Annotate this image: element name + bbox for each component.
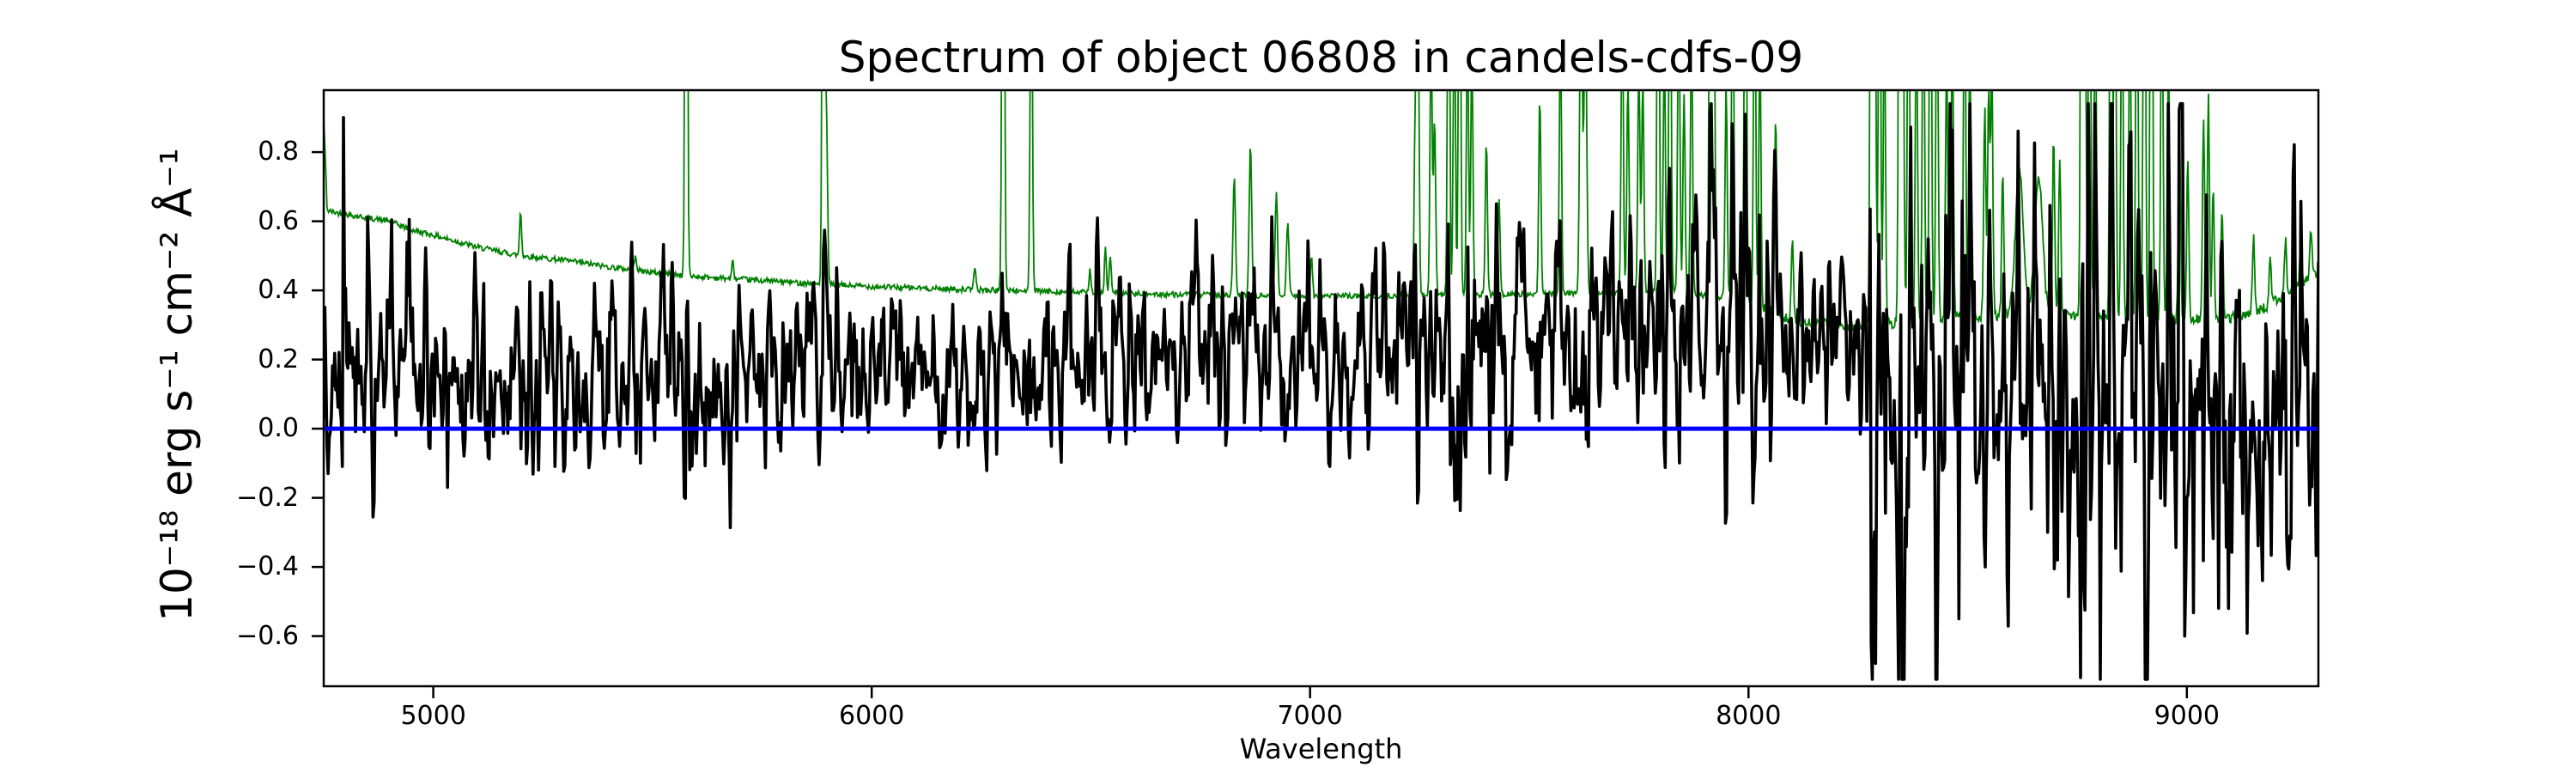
flux-curve — [324, 101, 2318, 681]
x-tick-label: 9000 — [2154, 701, 2220, 731]
x-tick-label: 7000 — [1277, 701, 1343, 731]
plot-border — [322, 88, 2320, 688]
y-tick-label: −0.2 — [236, 482, 299, 513]
y-tick-label: −0.6 — [236, 620, 299, 651]
y-tick-label: 0.4 — [258, 275, 299, 306]
x-axis-label: Wavelength — [1239, 733, 1403, 765]
x-tick-label: 6000 — [838, 701, 905, 731]
x-tick-label: 8000 — [1716, 701, 1782, 731]
x-tick-label: 5000 — [400, 701, 466, 731]
y-tick-label: 0.6 — [258, 205, 299, 236]
y-tick-label: 0.0 — [258, 413, 299, 444]
y-tick-label: 0.2 — [258, 344, 299, 374]
y-tick-label: 0.8 — [258, 137, 299, 167]
chart-title: Spectrum of object 06808 in candels-cdfs… — [838, 33, 1804, 82]
y-tick-label: −0.4 — [236, 551, 299, 582]
